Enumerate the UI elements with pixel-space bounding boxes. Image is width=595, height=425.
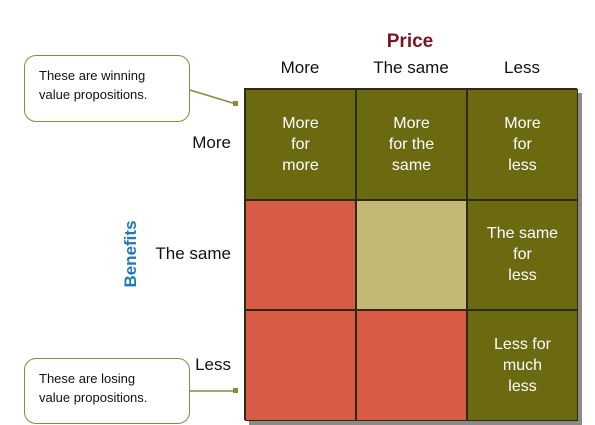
cell-more-for-the-same: More for the same bbox=[356, 89, 467, 200]
cell-same-benefit-more-price bbox=[245, 199, 356, 311]
value-proposition-matrix: More for more More for the same More for… bbox=[244, 88, 578, 421]
cell-label: More for more bbox=[282, 114, 319, 174]
winning-connector-line bbox=[189, 89, 237, 105]
cell-label: More for the same bbox=[388, 114, 435, 174]
winning-connector-dot bbox=[233, 101, 238, 106]
benefit-row-less: Less bbox=[195, 355, 231, 374]
price-column-same: The same bbox=[373, 58, 449, 77]
cell-less-benefit-more-price bbox=[245, 310, 356, 421]
cell-label: Less for much less bbox=[494, 336, 551, 396]
losing-connector-dot bbox=[233, 388, 238, 393]
price-column-less: Less bbox=[504, 58, 540, 77]
winning-callout: These are winning value propositions. bbox=[24, 55, 190, 122]
price-column-more: More bbox=[280, 58, 320, 77]
benefit-row-more: More bbox=[192, 133, 231, 152]
winning-callout-text: These are winning value propositions. bbox=[39, 68, 148, 102]
cell-label: More for less bbox=[504, 114, 541, 174]
cell-less-benefit-same-price bbox=[356, 310, 467, 421]
cell-more-for-less: More for less bbox=[467, 89, 578, 200]
cell-same-benefit-same-price bbox=[356, 199, 467, 311]
cell-less-for-much-less: Less for much less bbox=[467, 310, 578, 421]
losing-callout: These are losing value propositions. bbox=[24, 358, 190, 424]
benefit-row-same: The same bbox=[155, 244, 231, 263]
cell-label: The same for less bbox=[486, 225, 559, 285]
losing-callout-text: These are losing value propositions. bbox=[39, 371, 148, 405]
cell-more-for-more: More for more bbox=[245, 89, 356, 200]
price-axis-title: Price bbox=[386, 31, 434, 52]
cell-the-same-for-less: The same for less bbox=[467, 199, 578, 311]
